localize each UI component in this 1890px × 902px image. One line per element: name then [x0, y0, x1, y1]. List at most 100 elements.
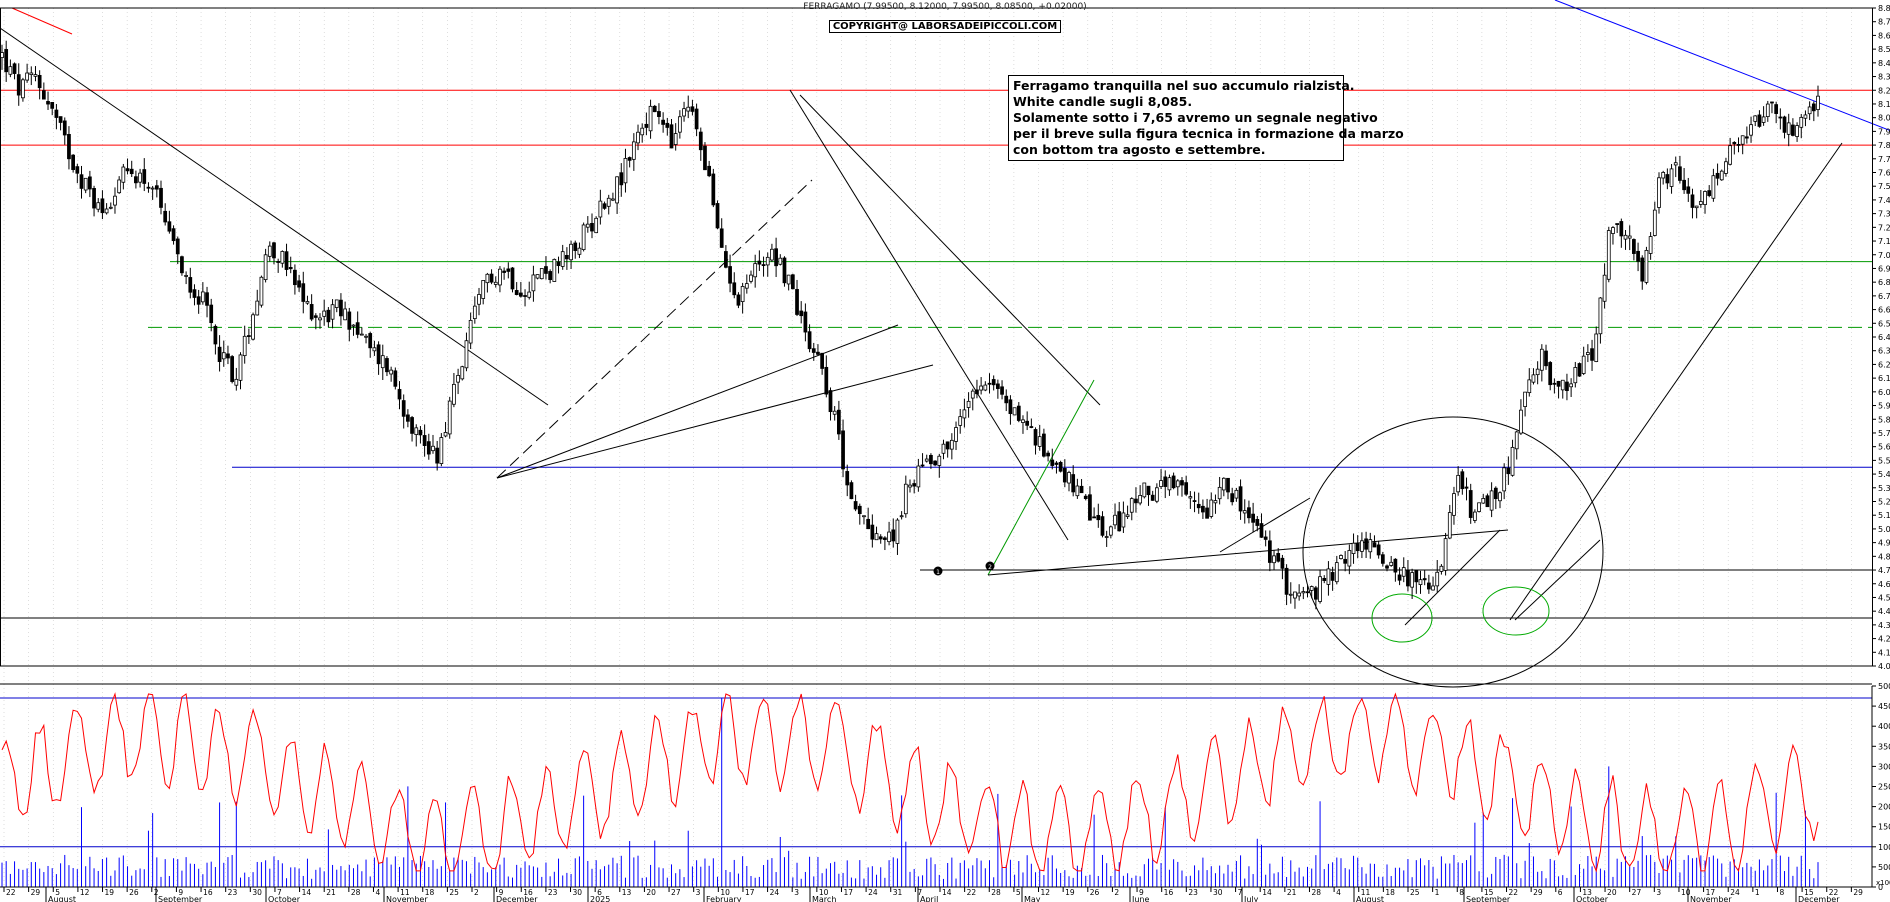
candle-body — [929, 454, 933, 465]
candle-body — [1263, 536, 1268, 540]
price-tick-label: 7.2 — [1878, 223, 1890, 232]
copyright-label: COPYRIGHT@ LABORSADEIPICCOLI.COM — [0, 14, 1890, 33]
price-tick-label: 5.3 — [1878, 484, 1890, 493]
candle-body — [150, 187, 155, 190]
annotation-box: Ferragamo tranquilla nel suo accumulo ri… — [1008, 75, 1404, 161]
candle-body — [1745, 136, 1749, 139]
candle-body — [171, 228, 176, 242]
day-tick-label: 15 — [1484, 888, 1494, 897]
candle-body — [284, 251, 289, 270]
candle-body — [1067, 472, 1071, 484]
candle-body — [359, 333, 364, 336]
candle-body — [857, 505, 862, 515]
day-tick-label: 1 — [1755, 888, 1760, 897]
candle-body — [1318, 576, 1322, 602]
candle-body — [1443, 538, 1448, 571]
candle-body — [1552, 382, 1557, 385]
day-tick-label: 26 — [1090, 888, 1100, 897]
candle-body — [347, 311, 352, 330]
candle-body — [468, 320, 473, 344]
trend-line — [1219, 497, 1311, 553]
candle-body — [895, 519, 900, 544]
day-tick-label: 7 — [917, 888, 922, 897]
candle-body — [418, 429, 423, 436]
marker-dot — [933, 566, 943, 576]
marker-label: 1 — [936, 569, 940, 576]
month-label: February — [706, 895, 742, 902]
candle-body — [230, 356, 235, 382]
day-tick-label: 21 — [326, 888, 336, 897]
candle-body — [811, 348, 816, 353]
candle-body — [75, 166, 80, 174]
day-tick-label: 16 — [203, 888, 213, 897]
day-tick-label: 10 — [720, 888, 730, 897]
candle-body — [845, 471, 850, 486]
candle-body — [192, 289, 197, 298]
candle-body — [456, 375, 460, 383]
day-tick-label: 1 — [1435, 888, 1440, 897]
candle-body — [1108, 526, 1113, 536]
price-tick-label: 7.1 — [1878, 237, 1890, 246]
candle-body — [272, 242, 276, 259]
price-tick-label: 6.7 — [1878, 292, 1890, 301]
candle-body — [1088, 494, 1092, 521]
day-tick-label: 25 — [449, 888, 459, 897]
candle-body — [966, 400, 971, 408]
candle-body — [1719, 170, 1724, 181]
candle-body — [1606, 230, 1611, 280]
candle-body — [1188, 496, 1193, 499]
month-label: November — [1690, 895, 1732, 902]
candle-body — [1711, 175, 1716, 199]
candle-body — [1778, 116, 1783, 119]
candle-body — [1163, 476, 1168, 487]
candle-body — [154, 185, 159, 190]
candle-body — [297, 280, 301, 288]
candle-body — [878, 536, 883, 540]
candle-body — [1456, 474, 1461, 493]
price-tick-label: 5.7 — [1878, 429, 1890, 438]
candle-body — [1816, 95, 1820, 110]
candle-body — [12, 63, 17, 74]
candle-body — [1410, 572, 1414, 588]
candle-body — [631, 141, 636, 160]
candle-body — [1795, 125, 1799, 137]
candle-body — [96, 202, 101, 210]
candle-body — [1397, 574, 1402, 581]
candle-body — [1736, 144, 1741, 146]
candle-body — [175, 238, 180, 255]
candle-body — [1786, 122, 1791, 135]
candle-body — [1393, 558, 1398, 573]
candle-body — [1565, 381, 1569, 392]
day-tick-label: 19 — [1065, 888, 1075, 897]
candle-body — [937, 455, 942, 466]
candle-body — [1506, 467, 1511, 475]
candle-body — [1000, 386, 1004, 395]
candle-body — [1255, 518, 1260, 526]
day-tick-label: 3 — [696, 888, 701, 897]
candle-body — [309, 304, 314, 320]
day-tick-label: 27 — [1632, 888, 1642, 897]
candle-body — [1548, 362, 1553, 386]
candle-body — [1330, 572, 1335, 581]
price-tick-label: 4.3 — [1878, 621, 1890, 630]
price-tick-label: 5.6 — [1878, 443, 1890, 452]
candle-body — [870, 524, 875, 540]
candle-body — [380, 355, 385, 369]
annotation-line: Ferragamo tranquilla nel suo accumulo ri… — [1013, 78, 1355, 93]
day-tick-label: 17 — [745, 888, 755, 897]
day-tick-label: 29 — [1853, 888, 1863, 897]
day-tick-label: 5 — [1016, 888, 1021, 897]
candle-body — [1678, 166, 1682, 181]
day-tick-label: 30 — [252, 888, 262, 897]
candle-body — [368, 333, 373, 349]
price-tick-label: 8.7 — [1878, 18, 1890, 27]
candle-body — [397, 389, 402, 400]
candle-body — [770, 248, 774, 261]
candle-body — [1171, 475, 1176, 489]
volume-series — [1, 692, 1819, 887]
candle-body — [958, 416, 963, 426]
candle-body — [29, 72, 34, 76]
candle-body — [54, 109, 59, 118]
candle-body — [539, 268, 544, 280]
